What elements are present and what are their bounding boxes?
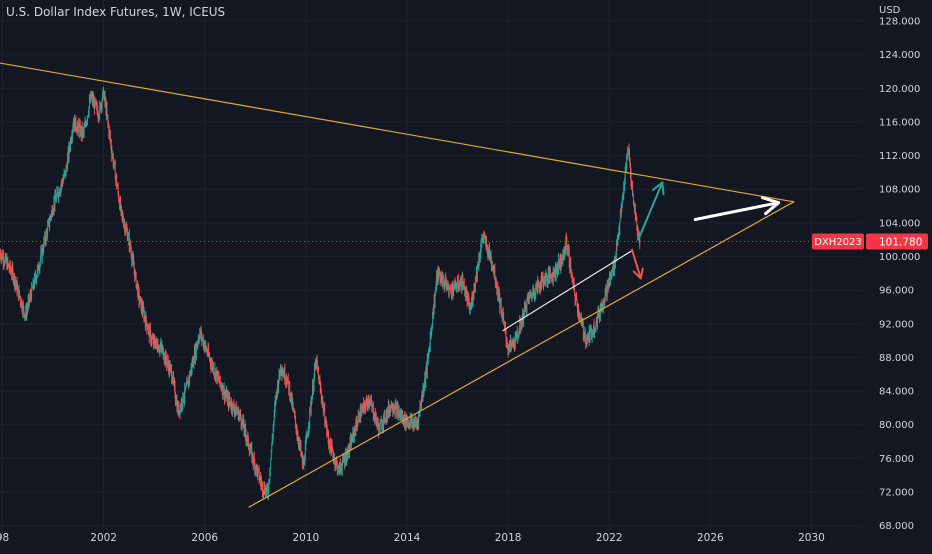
channel-line[interactable] — [502, 250, 632, 332]
price-axis[interactable]: 128.000 124.000 120.000 116.000 112.000 108.0… — [879, 17, 920, 533]
support-trendline[interactable] — [248, 201, 795, 508]
price-tick-label: 108.000 — [879, 185, 920, 196]
time-tick-label: 98 — [0, 532, 9, 544]
drawings[interactable] — [0, 62, 795, 508]
price-tick-label: 68.000 — [879, 521, 914, 532]
price-tick-label: 80.000 — [879, 420, 914, 431]
bearish-arrow-head[interactable] — [632, 267, 644, 280]
price-tick-label: 104.000 — [879, 218, 920, 229]
time-tick-label: 2006 — [191, 532, 218, 544]
bullish-arrow-shaft[interactable] — [637, 181, 664, 241]
time-tick-label: 2002 — [90, 532, 117, 544]
time-tick-label: 2026 — [697, 532, 724, 544]
time-tick-label: 2014 — [394, 532, 421, 544]
bullish-arrow-head[interactable] — [651, 181, 665, 196]
symbol-badge-label: DXH2023 — [814, 237, 862, 248]
bullish-arrow[interactable] — [637, 181, 665, 241]
price-tick-label: 72.000 — [879, 487, 914, 498]
symbol-badge — [812, 233, 864, 250]
time-tick-label: 2018 — [495, 532, 522, 544]
price-tick-label: 116.000 — [879, 117, 920, 128]
time-tick-label: 2030 — [798, 532, 825, 544]
price-tick-label: 120.000 — [879, 84, 920, 95]
grid — [0, 0, 862, 534]
price-tick-label: 128.000 — [879, 17, 920, 28]
time-axis[interactable]: 98 2002 2006 2010 2014 2018 2022 2026 2030 — [0, 532, 825, 544]
time-tick-label: 2010 — [293, 532, 320, 544]
price-unit-label: USD — [879, 5, 901, 16]
price-tick-label: 96.000 — [879, 286, 914, 297]
last-price-label: 101.780 — [879, 237, 922, 249]
bearish-arrow-shaft[interactable] — [630, 248, 642, 280]
price-tick-label: 112.000 — [879, 151, 920, 162]
price-tick-label: 88.000 — [879, 353, 914, 364]
price-tick-label: 124.000 — [879, 50, 920, 61]
price-tick-label: 92.000 — [879, 319, 914, 330]
last-price-badge: DXH2023 101.780 — [812, 233, 928, 250]
sideways-arrow-shaft[interactable] — [693, 201, 781, 221]
last-price-tag — [866, 233, 928, 250]
price-tick-label: 76.000 — [879, 454, 914, 465]
bearish-arrow[interactable] — [630, 248, 644, 280]
price-tick-label: 84.000 — [879, 387, 914, 398]
sideways-arrow-head[interactable] — [760, 196, 781, 216]
candles — [0, 86, 641, 501]
price-tick-label: 100.000 — [879, 252, 920, 263]
sideways-arrow[interactable] — [693, 196, 781, 221]
chart-title: U.S. Dollar Index Futures, 1W, ICEUS — [6, 5, 226, 19]
resistance-trendline[interactable] — [0, 62, 795, 203]
time-tick-label: 2022 — [596, 532, 623, 544]
